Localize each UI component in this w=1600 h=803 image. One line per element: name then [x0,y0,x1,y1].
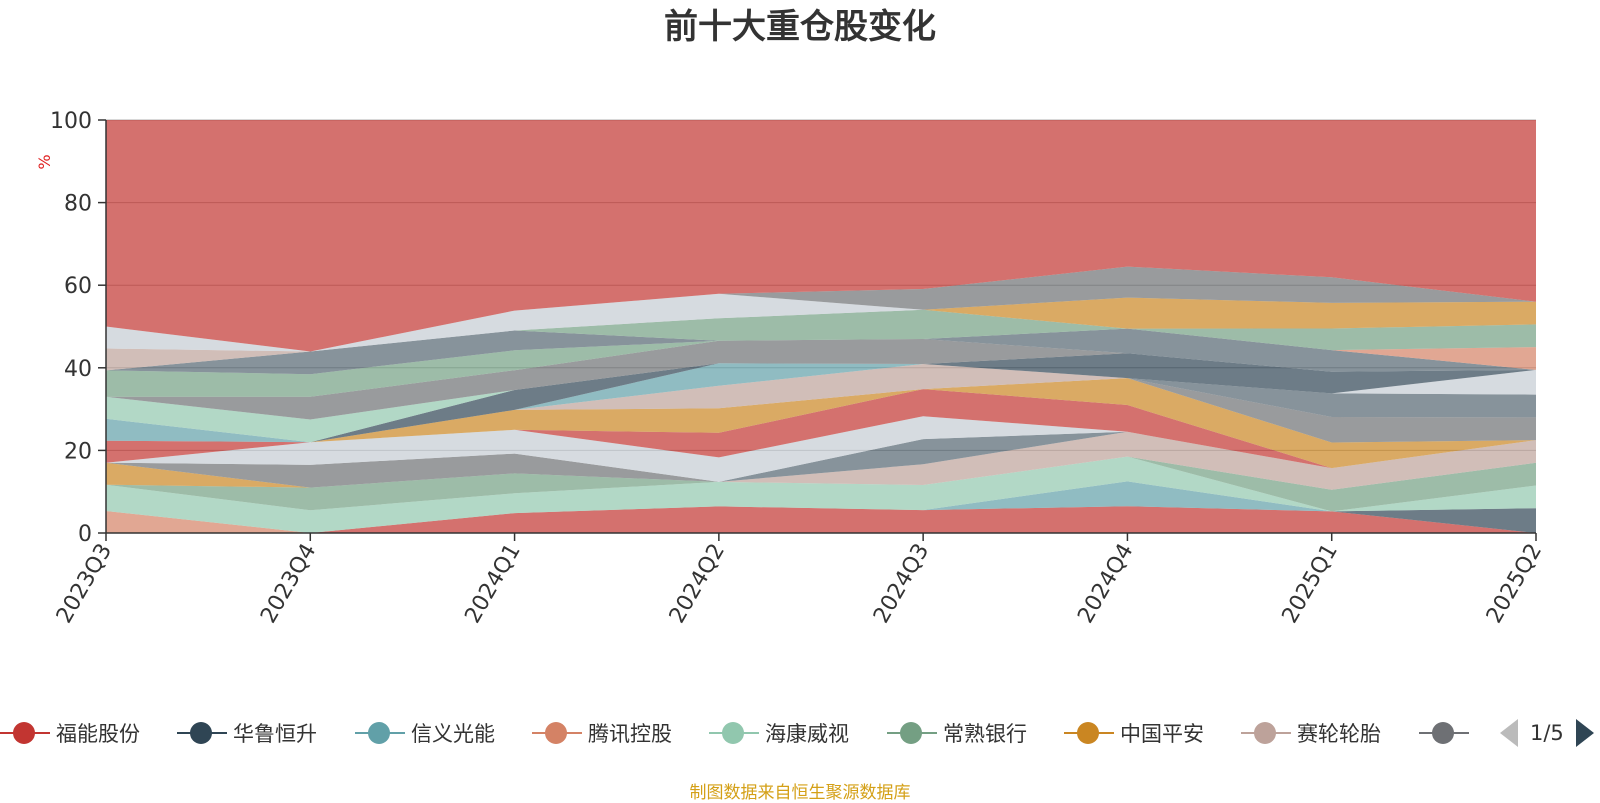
legend-swatch-icon [1419,721,1469,745]
legend-label: 华鲁恒升 [233,722,317,746]
y-tick-label: 80 [64,192,92,217]
y-tick-label: 40 [64,357,92,382]
legend-prev-page-icon[interactable] [1500,719,1518,747]
legend-swatch-icon [355,721,405,745]
x-tick-label: 2024Q1 [460,540,525,628]
legend-swatch-icon [887,721,937,745]
area-series-14 [106,378,1536,443]
area-series-13 [106,378,1536,469]
area-series-10 [106,431,1536,482]
legend-swatch-icon [1064,721,1114,745]
area-series-21 [106,353,1536,443]
area-series-17 [106,369,1536,443]
legend-item-5[interactable]: 海康威视 [709,712,849,754]
legend-label: 腾讯控股 [588,722,672,746]
area-series-3 [106,481,1536,533]
x-tick-label: 2025Q1 [1278,540,1343,628]
legend-item-8[interactable]: 赛轮轮胎 [1241,712,1381,754]
legend-label: 信义光能 [411,722,495,746]
area-series-8 [106,431,1536,490]
legend-item-2[interactable]: 华鲁恒升 [177,712,317,754]
area-series-28 [106,293,1536,352]
area-series-11 [106,416,1536,482]
legend-track: 福能股份 华鲁恒升 信义光能 腾讯控股 海康威视 常熟银行 中国平安 赛轮轮胎 [0,712,1490,754]
x-tick-label: 2024Q4 [1073,540,1138,628]
y-tick-label: 60 [64,274,92,299]
y-tick-label: 100 [50,109,92,134]
legend-label: 赛轮轮胎 [1297,722,1381,746]
area-series-1 [106,506,1536,533]
x-tick-label: 2024Q2 [665,540,730,628]
area-series-6 [106,456,1536,512]
chart-title: 前十大重仓股变化 [664,7,936,47]
legend-pager: 1/5 [1500,712,1594,754]
area-series-24 [106,328,1536,375]
y-tick-label: 0 [78,522,92,547]
legend-label: 常熟银行 [943,722,1027,746]
legend-item-1[interactable]: 福能股份 [0,712,140,754]
legend-next-page-icon[interactable] [1575,719,1594,747]
x-tick-label: 2025Q2 [1482,540,1547,628]
legend-item-4[interactable]: 腾讯控股 [532,712,672,754]
legend-label: 海康威视 [765,722,849,746]
area-series-4 [106,481,1536,533]
area-series-29 [106,293,1536,352]
legend-item-6[interactable]: 常熟银行 [887,712,1027,754]
area-series-7 [106,456,1536,490]
legend-swatch-icon [709,721,759,745]
area-series-30 [106,266,1536,352]
area-series-18 [106,364,1536,443]
legend-swatch-icon [0,721,50,745]
area-series-31 [106,120,1536,352]
legend-item-7[interactable]: 中国平安 [1064,712,1204,754]
area-series-12 [106,389,1536,469]
legend-item-9[interactable] [1419,712,1475,754]
legend-swatch-icon [1241,721,1291,745]
x-tick-label: 2023Q3 [52,540,117,628]
legend-label: 中国平安 [1120,722,1204,746]
legend-label: 福能股份 [56,722,140,746]
x-tick-label: 2024Q3 [869,540,934,628]
legend-item-3[interactable]: 信义光能 [355,712,495,754]
area-series-20 [106,353,1536,443]
area-series-23 [106,339,1536,397]
x-tick-label: 2023Q4 [256,540,321,628]
area-series-9 [106,431,1536,488]
area-series-22 [106,339,1536,420]
area-series-group [106,120,1536,533]
area-series-26 [106,309,1536,371]
y-tick-label: 20 [64,439,92,464]
legend-swatch-icon [177,721,227,745]
area-series-5 [106,456,1536,533]
y-axis-label: % [35,154,54,169]
legend-page-indicator: 1/5 [1530,721,1564,745]
legend: 福能股份 华鲁恒升 信义光能 腾讯控股 海康威视 常熟银行 中国平安 赛轮轮胎 1/5 [0,712,1600,754]
data-source-note: 制图数据来自恒生聚源数据库 [689,783,911,803]
legend-swatch-icon [532,721,582,745]
